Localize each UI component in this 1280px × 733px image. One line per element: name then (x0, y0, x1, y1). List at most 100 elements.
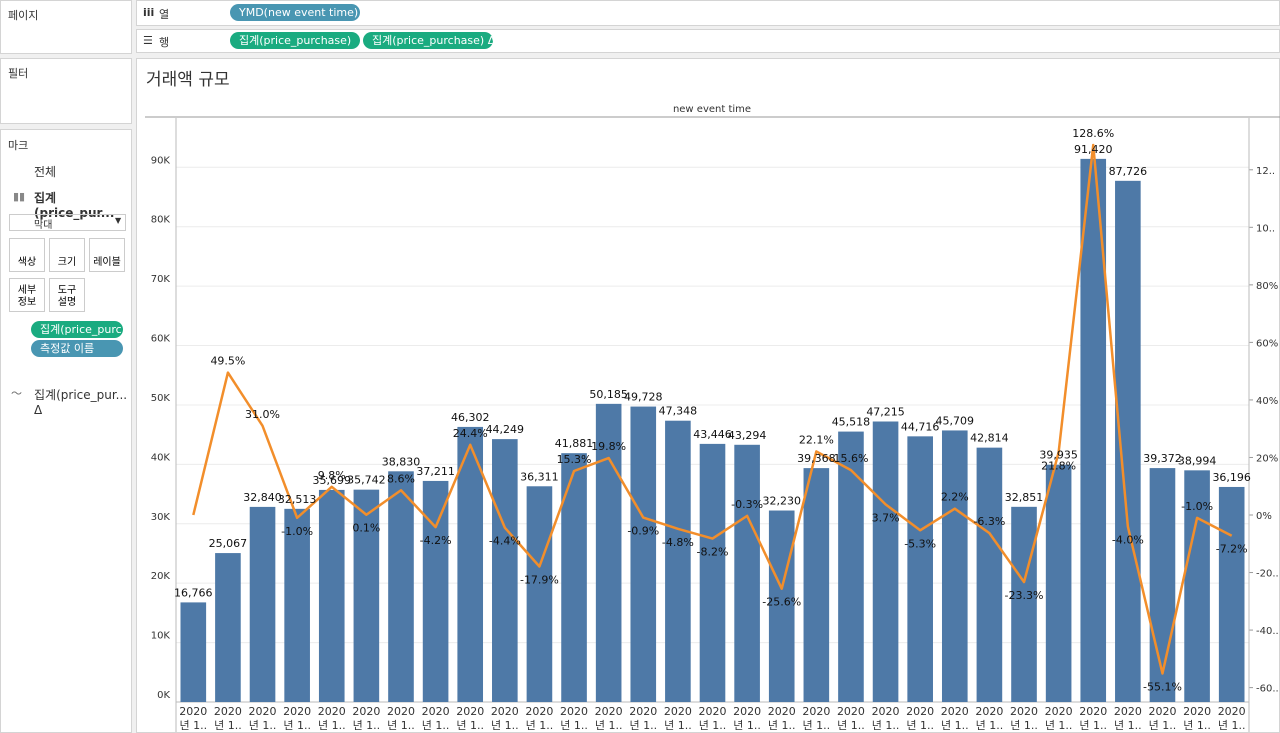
y2-tick-label: 40% (1256, 396, 1278, 407)
y2-tick-label: 20% (1256, 453, 1278, 464)
x-tick-label: 년 1.. (249, 719, 277, 732)
mark-type-dropdown[interactable]: 막대 ▼ (9, 214, 126, 231)
x-tick-label: 년 1.. (387, 719, 415, 732)
x-tick-label: 2020 (249, 705, 277, 718)
tooltip-button[interactable]: 도구 설명 (49, 278, 85, 312)
x-tick-label: 2020 (906, 705, 934, 718)
x-tick-label: 2020 (1148, 705, 1176, 718)
y-tick-label: 60K (151, 334, 171, 345)
x-tick-label: 년 1.. (1010, 719, 1038, 732)
x-tick-label: 년 1.. (1114, 719, 1142, 732)
x-tick-label: 2020 (664, 705, 692, 718)
detail-button[interactable]: 세부 정보 (9, 278, 45, 312)
y-tick-label: 20K (151, 571, 171, 582)
bar (1011, 506, 1037, 702)
x-tick-label: 2020 (283, 705, 311, 718)
bar-label: 39,368 (797, 452, 836, 465)
x-tick-label: 년 1.. (976, 719, 1004, 732)
filters-title: 필터 (8, 67, 29, 80)
bar-label: 41,881 (555, 437, 594, 450)
bar-label: 44,716 (901, 420, 940, 433)
bar (768, 510, 795, 702)
x-tick-label: 년 1.. (283, 719, 311, 732)
x-tick-label: 2020 (1045, 705, 1073, 718)
bar (561, 453, 587, 702)
rows-pill[interactable]: 집계(price_purchase) (230, 32, 360, 49)
y-tick-label: 50K (151, 393, 171, 404)
bar-label: 44,249 (486, 423, 525, 436)
bar (803, 468, 830, 702)
bar-label: 32,230 (762, 495, 801, 508)
x-tick-label: 년 1.. (456, 719, 484, 732)
label-button[interactable]: 레이블 (89, 238, 125, 272)
bar-label: 45,709 (936, 414, 975, 427)
bar-label: 87,726 (1109, 165, 1148, 178)
bar-label: 43,294 (728, 429, 767, 442)
mark-pill[interactable]: 측정값 이름 (31, 340, 123, 357)
line (192, 143, 1233, 675)
bar (492, 439, 518, 702)
color-button[interactable]: 색상 (9, 238, 45, 272)
columns-shelf: iii 열 YMD(new event time) (136, 0, 1280, 26)
y-tick-label: 70K (151, 274, 171, 285)
marks-measure[interactable]: 집계(price_pur... (34, 191, 115, 220)
y-tick-label: 0K (157, 690, 170, 701)
rows-label: 행 (159, 36, 170, 49)
x-tick-label: 2020 (975, 705, 1003, 718)
mark-pill[interactable]: 집계(price_purc.. (31, 321, 123, 338)
bar (284, 508, 310, 702)
x-tick-label: 2020 (1010, 705, 1038, 718)
bar (1045, 464, 1072, 702)
bar-label: 46,302 (451, 411, 490, 424)
x-tick-label: 년 1.. (595, 719, 623, 732)
x-tick-label: 년 1.. (491, 719, 519, 732)
x-tick-label: 년 1.. (353, 719, 381, 732)
bar-label: 32,840 (243, 491, 282, 504)
line-icon: 〜 (11, 387, 22, 400)
chart-title: 거래액 규모 (146, 70, 230, 90)
bar-label: 16,766 (174, 586, 213, 599)
line-label: -1.0% (281, 525, 313, 538)
bar-icon: ▮▮ (13, 190, 26, 203)
x-tick-label: 년 1.. (803, 719, 831, 732)
bar (1218, 486, 1245, 702)
rows-pill[interactable]: 집계(price_purchase) Δ (363, 32, 493, 49)
x-tick-label: 년 1.. (837, 719, 865, 732)
x-tick-label: 2020 (941, 705, 969, 718)
x-tick-label: 년 1.. (768, 719, 796, 732)
bar (388, 471, 414, 702)
marks-measure2[interactable]: 집계(price_pur... Δ (34, 388, 128, 417)
size-button[interactable]: 크기 (49, 238, 85, 272)
y2-tick-label: 10.. (1256, 223, 1275, 234)
columns-icon: iii (143, 6, 155, 19)
line-label: 128.6% (1072, 127, 1114, 140)
x-tick-label: 2020 (491, 705, 519, 718)
bar (941, 430, 968, 702)
bar-label: 91,420 (1074, 143, 1113, 156)
line-label: 9.8% (318, 469, 346, 482)
y2-tick-label: 60% (1256, 338, 1278, 349)
bar (699, 443, 726, 702)
line-label: 49.5% (210, 355, 245, 368)
x-tick-label: 2020 (525, 705, 553, 718)
bar-label: 32,513 (278, 493, 317, 506)
bar (838, 431, 864, 702)
line-label: -55.1% (1143, 681, 1182, 694)
x-tick-label: 년 1.. (906, 719, 934, 732)
line-label: -4.8% (662, 536, 694, 549)
bar (215, 553, 241, 702)
marks-all[interactable]: 전체 (34, 165, 57, 179)
mark-type: 막대 (34, 220, 53, 231)
columns-pill[interactable]: YMD(new event time) (230, 4, 360, 21)
bar (872, 421, 899, 702)
x-tick-label: 2020 (595, 705, 623, 718)
bar (1149, 468, 1176, 702)
bar (457, 426, 484, 702)
y-tick-label: 30K (151, 512, 171, 523)
x-tick-label: 년 1.. (733, 719, 761, 732)
x-tick-label: 2020 (1218, 705, 1246, 718)
line-label: 2.2% (941, 491, 969, 504)
line-label: -4.0% (1112, 534, 1144, 547)
y-tick-label: 40K (151, 452, 171, 463)
x-tick-label: 2020 (802, 705, 830, 718)
